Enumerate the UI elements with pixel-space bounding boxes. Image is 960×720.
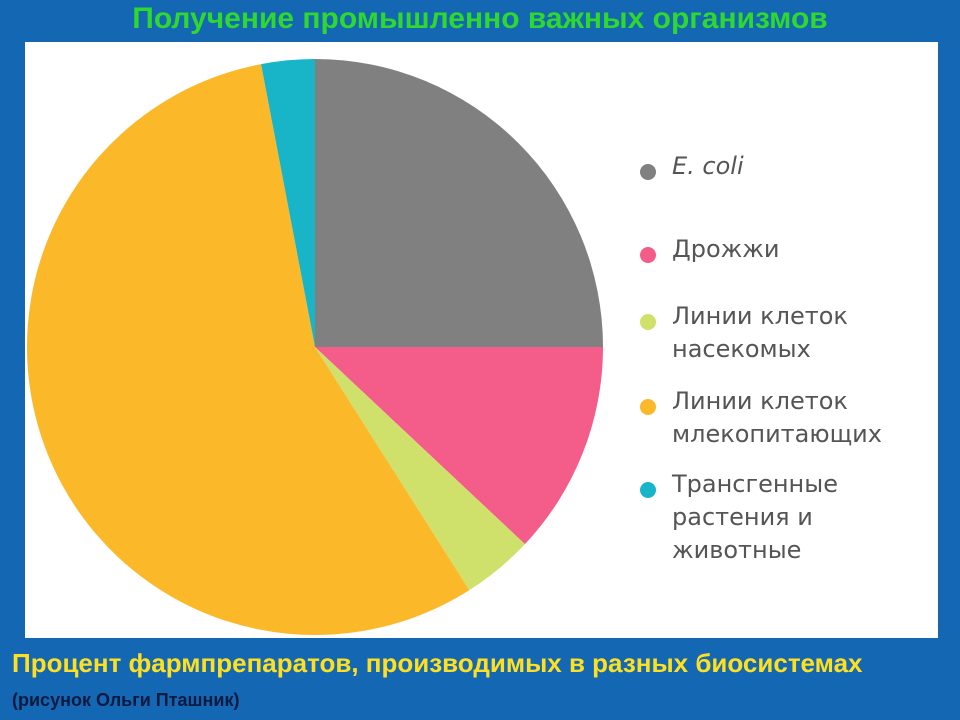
legend-label: Линии клеток насекомых: [672, 302, 848, 363]
legend-marker: [640, 164, 656, 180]
legend-label: E. coli: [672, 152, 744, 180]
legend-item: Линии клеток млекопитающих: [640, 385, 917, 451]
legend-item: Линии клеток насекомых: [640, 300, 917, 366]
caption-block: Процент фармпрепаратов, производимых в р…: [12, 646, 912, 717]
legend-marker: [640, 247, 656, 263]
pie-chart: [26, 59, 603, 636]
pie-slice: [26, 64, 470, 636]
title: Получение промышленно важных организмов: [132, 2, 828, 35]
pie-slice: [315, 59, 603, 347]
pie-slice: [261, 59, 315, 347]
legend-item: Трансгенные растения и животные: [640, 468, 867, 567]
legend-label: Линии клеток млекопитающих: [672, 387, 882, 448]
pie-slice: [315, 347, 525, 591]
legend-item: Дрожжи: [640, 233, 917, 266]
legend-label: Трансгенные растения и животные: [672, 470, 838, 564]
chart-panel: [25, 42, 938, 638]
legend-marker: [640, 314, 656, 330]
legend-label: Дрожжи: [672, 235, 780, 263]
caption-note: (рисунок Ольги Пташник): [12, 690, 240, 710]
pie-slice: [315, 347, 603, 545]
caption: Процент фармпрепаратов, производимых в р…: [12, 648, 863, 678]
legend-marker: [640, 399, 656, 415]
legend-item: E. coli: [640, 150, 917, 183]
legend-marker: [640, 482, 656, 498]
